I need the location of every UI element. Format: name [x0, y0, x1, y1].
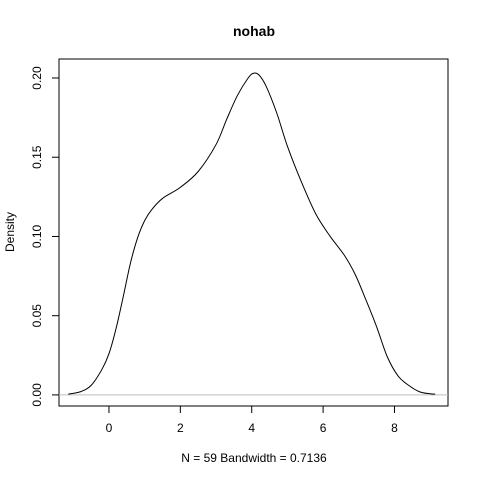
- y-tick-label: 0.05: [30, 304, 44, 328]
- y-axis-label: Density: [3, 212, 17, 252]
- plot-frame: [58, 58, 449, 407]
- chart-title: nohab: [233, 23, 275, 39]
- y-tick-label: 0.20: [30, 66, 44, 90]
- x-axis: 0 2 4 6 8: [106, 405, 398, 435]
- x-tick-label: 4: [248, 421, 255, 435]
- x-tick-label: 0: [106, 421, 113, 435]
- y-tick-label: 0.15: [30, 145, 44, 169]
- y-tick-label: 0.10: [30, 224, 44, 248]
- x-tick-label: 6: [320, 421, 327, 435]
- x-axis-label: N = 59 Bandwidth = 0.7136: [181, 451, 327, 465]
- x-tick-label: 8: [391, 421, 398, 435]
- y-axis: 0.00 0.05 0.10 0.15 0.20: [30, 66, 60, 407]
- y-tick-label: 0.00: [30, 383, 44, 407]
- x-tick-label: 2: [177, 421, 184, 435]
- density-curve: [68, 72, 436, 395]
